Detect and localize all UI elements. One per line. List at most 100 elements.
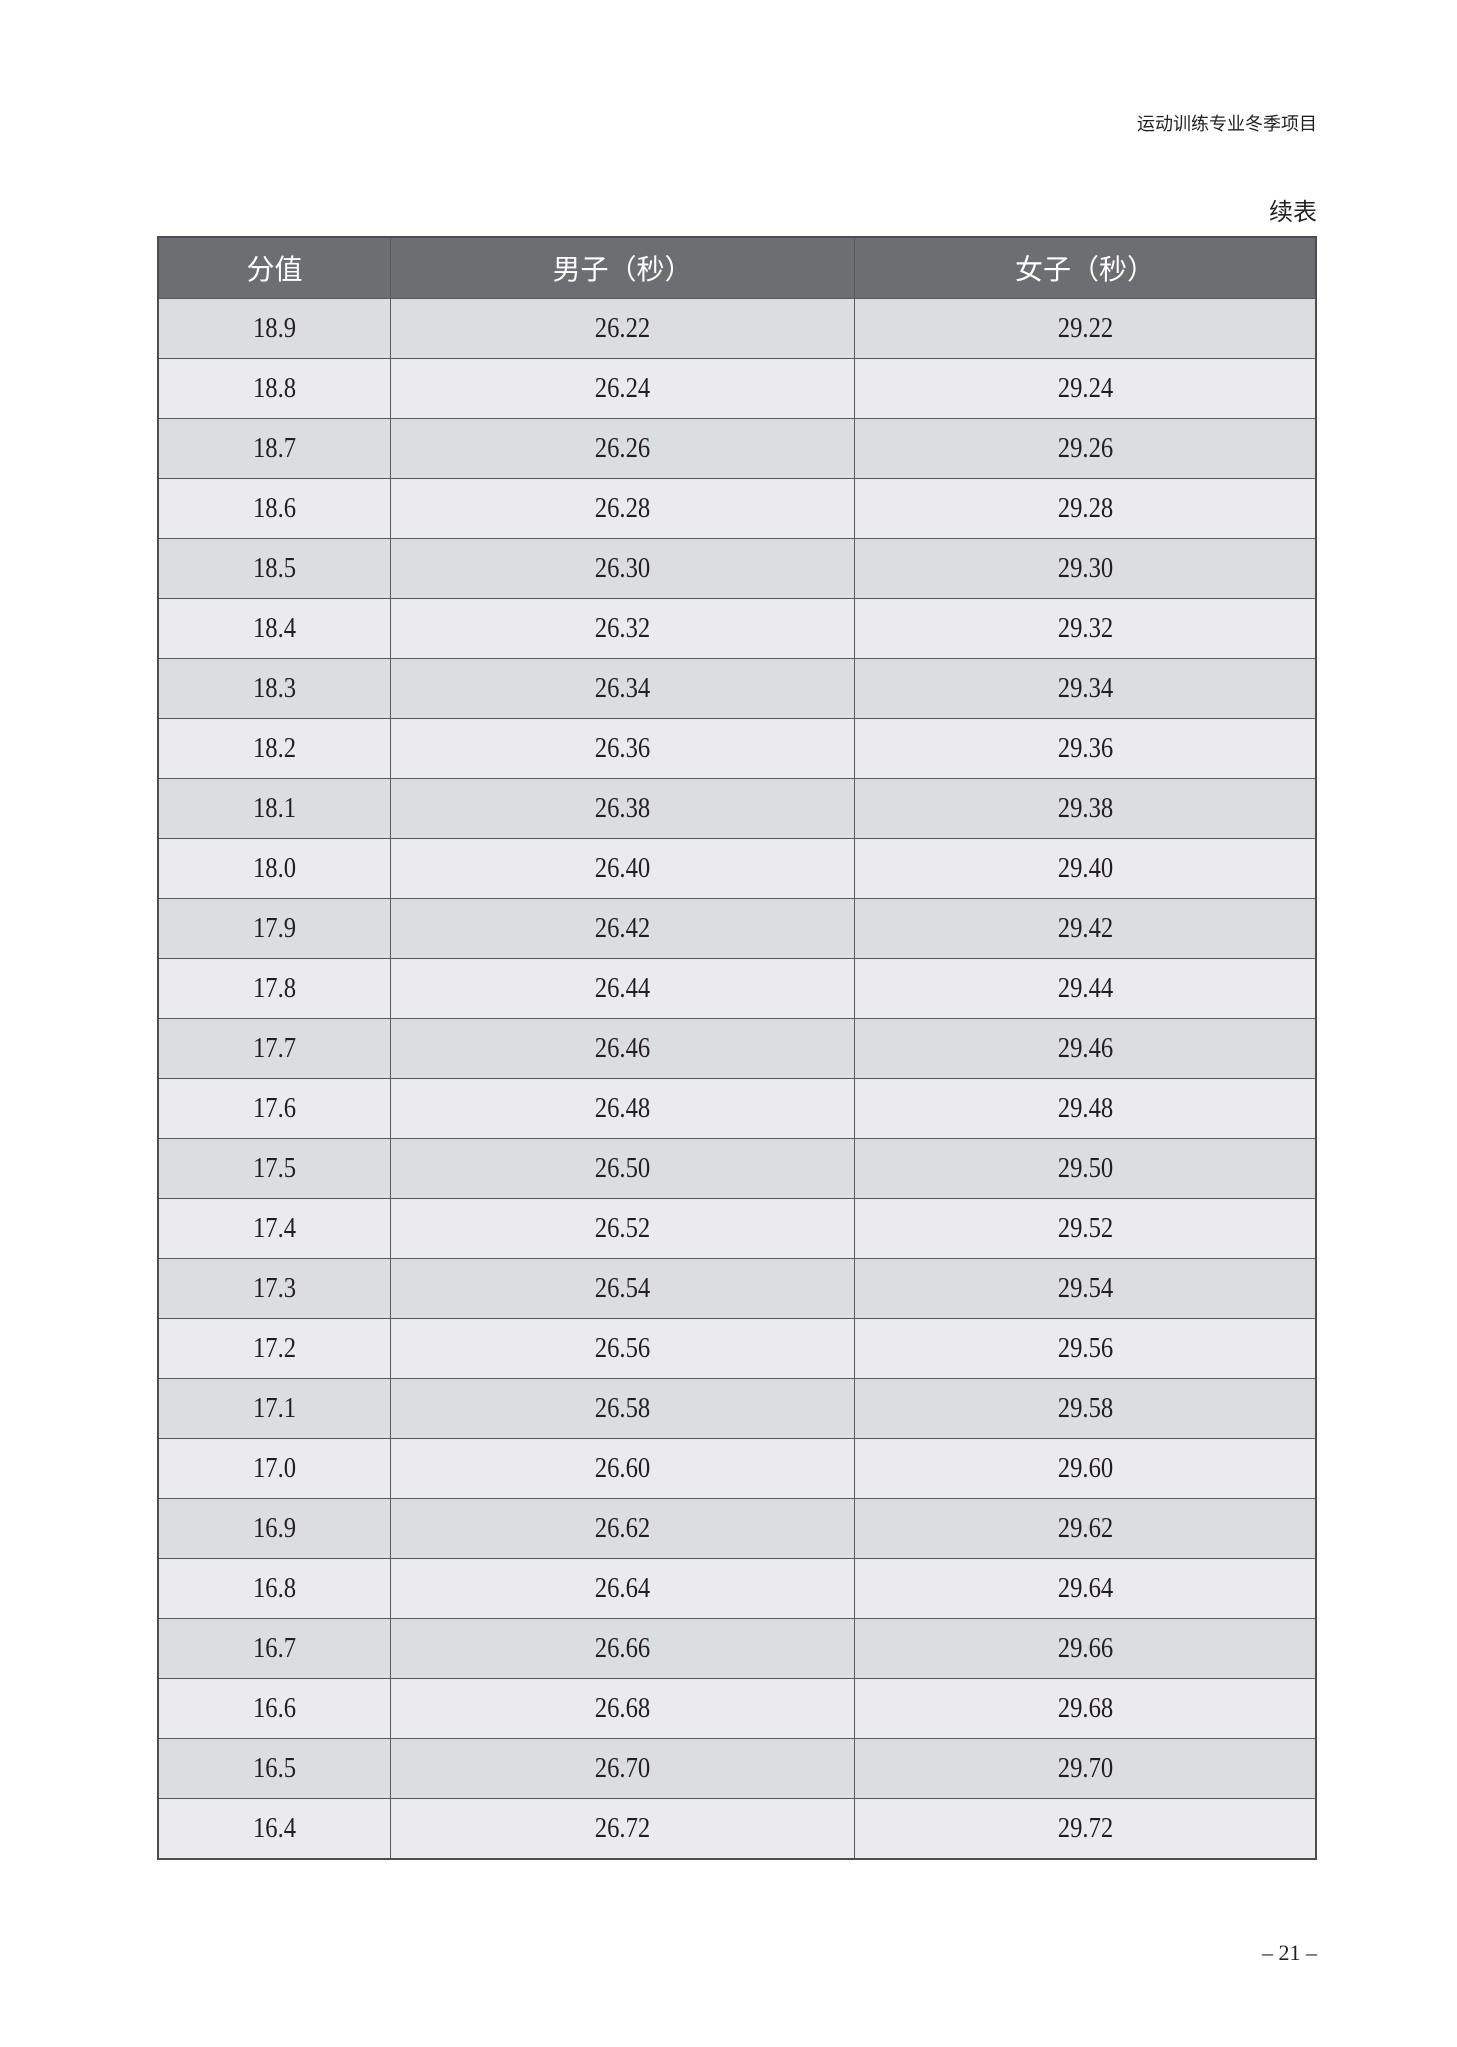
table-row: 18.7 26.26 29.26 <box>157 418 1317 479</box>
cell-men-time: 26.50 <box>390 1138 855 1199</box>
cell-value: 18.1 <box>252 792 297 824</box>
cell-value: 26.50 <box>594 1152 651 1184</box>
table-row: 16.5 26.70 29.70 <box>157 1738 1317 1799</box>
table-header-row: 分值 男子（秒） 女子（秒） <box>157 236 1317 299</box>
cell-women-time: 29.48 <box>854 1078 1317 1139</box>
cell-score: 18.1 <box>157 778 391 839</box>
cell-value: 29.58 <box>1057 1392 1113 1424</box>
cell-value: 29.26 <box>1057 432 1113 464</box>
cell-score: 18.6 <box>157 478 391 539</box>
table-row: 16.9 26.62 29.62 <box>157 1498 1317 1559</box>
cell-value: 26.30 <box>594 552 651 584</box>
table-row: 18.4 26.32 29.32 <box>157 598 1317 659</box>
table-row: 17.7 26.46 29.46 <box>157 1018 1317 1079</box>
cell-women-time: 29.70 <box>854 1738 1317 1799</box>
cell-men-time: 26.30 <box>390 538 855 599</box>
cell-women-time: 29.72 <box>854 1798 1317 1860</box>
cell-value: 18.2 <box>252 732 297 764</box>
cell-value: 26.46 <box>594 1032 651 1064</box>
cell-men-time: 26.36 <box>390 718 855 779</box>
cell-value: 16.5 <box>252 1752 297 1784</box>
cell-value: 26.52 <box>594 1212 651 1244</box>
cell-value: 26.28 <box>594 492 651 524</box>
cell-men-time: 26.54 <box>390 1258 855 1319</box>
cell-score: 16.5 <box>157 1738 391 1799</box>
cell-men-time: 26.32 <box>390 598 855 659</box>
cell-value: 26.26 <box>594 432 651 464</box>
cell-value: 17.4 <box>252 1212 297 1244</box>
cell-value: 18.9 <box>252 312 297 344</box>
table-row: 16.6 26.68 29.68 <box>157 1678 1317 1739</box>
cell-value: 18.6 <box>252 492 297 524</box>
cell-women-time: 29.24 <box>854 358 1317 419</box>
table-row: 18.6 26.28 29.28 <box>157 478 1317 539</box>
cell-women-time: 29.58 <box>854 1378 1317 1439</box>
cell-score: 17.9 <box>157 898 391 959</box>
cell-score: 16.7 <box>157 1618 391 1679</box>
table-row: 16.7 26.66 29.66 <box>157 1618 1317 1679</box>
cell-value: 29.40 <box>1057 852 1113 884</box>
cell-score: 17.7 <box>157 1018 391 1079</box>
cell-value: 16.8 <box>252 1572 297 1604</box>
cell-score: 18.2 <box>157 718 391 779</box>
cell-men-time: 26.56 <box>390 1318 855 1379</box>
cell-men-time: 26.24 <box>390 358 855 419</box>
cell-women-time: 29.36 <box>854 718 1317 779</box>
cell-women-time: 29.38 <box>854 778 1317 839</box>
cell-value: 18.5 <box>252 552 297 584</box>
cell-value: 26.40 <box>594 852 651 884</box>
cell-women-time: 29.62 <box>854 1498 1317 1559</box>
table-row: 17.3 26.54 29.54 <box>157 1258 1317 1319</box>
table-row: 18.0 26.40 29.40 <box>157 838 1317 899</box>
cell-value: 29.30 <box>1057 552 1113 584</box>
cell-women-time: 29.66 <box>854 1618 1317 1679</box>
cell-men-time: 26.66 <box>390 1618 855 1679</box>
cell-value: 17.5 <box>252 1152 297 1184</box>
cell-women-time: 29.44 <box>854 958 1317 1019</box>
cell-value: 18.0 <box>252 852 297 884</box>
cell-women-time: 29.42 <box>854 898 1317 959</box>
cell-men-time: 26.64 <box>390 1558 855 1619</box>
cell-score: 17.5 <box>157 1138 391 1199</box>
cell-value: 26.24 <box>594 372 651 404</box>
cell-women-time: 29.30 <box>854 538 1317 599</box>
cell-men-time: 26.72 <box>390 1798 855 1860</box>
cell-value: 29.42 <box>1057 912 1113 944</box>
cell-score: 17.0 <box>157 1438 391 1499</box>
cell-value: 17.3 <box>252 1272 297 1304</box>
cell-value: 29.70 <box>1057 1752 1113 1784</box>
table-row: 16.8 26.64 29.64 <box>157 1558 1317 1619</box>
cell-value: 26.60 <box>594 1452 651 1484</box>
table-row: 17.8 26.44 29.44 <box>157 958 1317 1019</box>
cell-women-time: 29.68 <box>854 1678 1317 1739</box>
table-row: 18.9 26.22 29.22 <box>157 298 1317 359</box>
cell-men-time: 26.34 <box>390 658 855 719</box>
cell-score: 17.1 <box>157 1378 391 1439</box>
cell-men-time: 26.40 <box>390 838 855 899</box>
cell-value: 29.68 <box>1057 1692 1113 1724</box>
cell-value: 16.6 <box>252 1692 297 1724</box>
cell-value: 26.42 <box>594 912 651 944</box>
cell-value: 29.72 <box>1057 1812 1113 1844</box>
cell-women-time: 29.60 <box>854 1438 1317 1499</box>
cell-value: 26.72 <box>594 1812 651 1844</box>
cell-women-time: 29.54 <box>854 1258 1317 1319</box>
cell-women-time: 29.26 <box>854 418 1317 479</box>
cell-value: 26.54 <box>594 1272 651 1304</box>
cell-value: 26.44 <box>594 972 651 1004</box>
continued-label: 续表 <box>1269 200 1317 226</box>
cell-score: 17.6 <box>157 1078 391 1139</box>
cell-value: 26.70 <box>594 1752 651 1784</box>
cell-value: 16.7 <box>252 1632 297 1664</box>
cell-value: 29.62 <box>1057 1512 1113 1544</box>
cell-value: 29.50 <box>1057 1152 1113 1184</box>
column-header-score: 分值 <box>157 236 391 299</box>
cell-score: 17.3 <box>157 1258 391 1319</box>
cell-value: 26.22 <box>594 312 651 344</box>
running-header: 运动训练专业冬季项目 <box>1137 114 1317 134</box>
cell-value: 26.48 <box>594 1092 651 1124</box>
cell-women-time: 29.34 <box>854 658 1317 719</box>
cell-value: 29.24 <box>1057 372 1113 404</box>
cell-value: 29.36 <box>1057 732 1113 764</box>
column-header-men: 男子（秒） <box>390 236 855 299</box>
